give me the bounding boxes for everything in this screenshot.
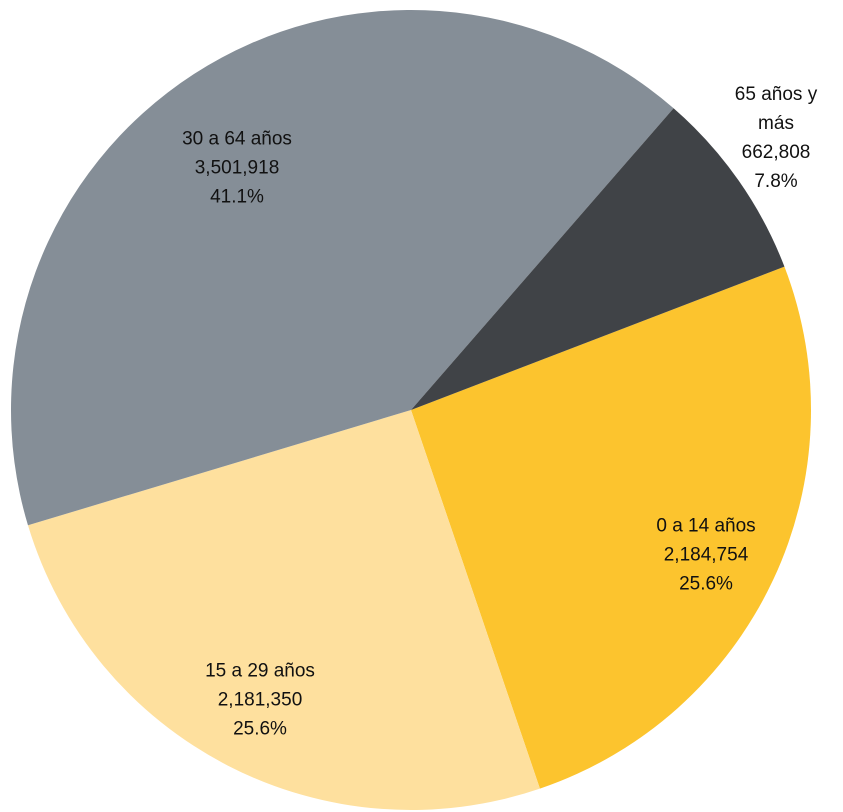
percentage-label: 7.8% (754, 171, 798, 192)
slice-label: 15 a 29 años 2,181,350 25.6% (205, 657, 315, 744)
value-label: 3,501,918 (194, 157, 280, 179)
percentage-label: 25.6% (233, 718, 287, 740)
pie-slice (411, 108, 785, 410)
slice-label: 0 a 14 años 2,184,754 25.6% (656, 512, 755, 599)
value-label: 2,184,754 (663, 544, 749, 566)
percentage-label: 41.1% (210, 186, 264, 208)
pie-slice (27, 410, 540, 810)
value-label: 662,808 (741, 142, 811, 163)
slice-label: 30 a 64 años 3,501,918 41.1% (182, 125, 292, 212)
category-label: 65 años y más (734, 84, 818, 134)
category-label: 15 a 29 años (205, 660, 315, 682)
slice-label: 65 años y más 662,808 7.8% (721, 80, 831, 196)
value-label: 2,181,350 (217, 689, 303, 711)
pie-slice (411, 266, 811, 789)
pie-slice (10, 9, 674, 526)
category-label: 30 a 64 años (182, 128, 292, 150)
percentage-label: 25.6% (679, 573, 733, 595)
category-label: 0 a 14 años (656, 515, 756, 537)
